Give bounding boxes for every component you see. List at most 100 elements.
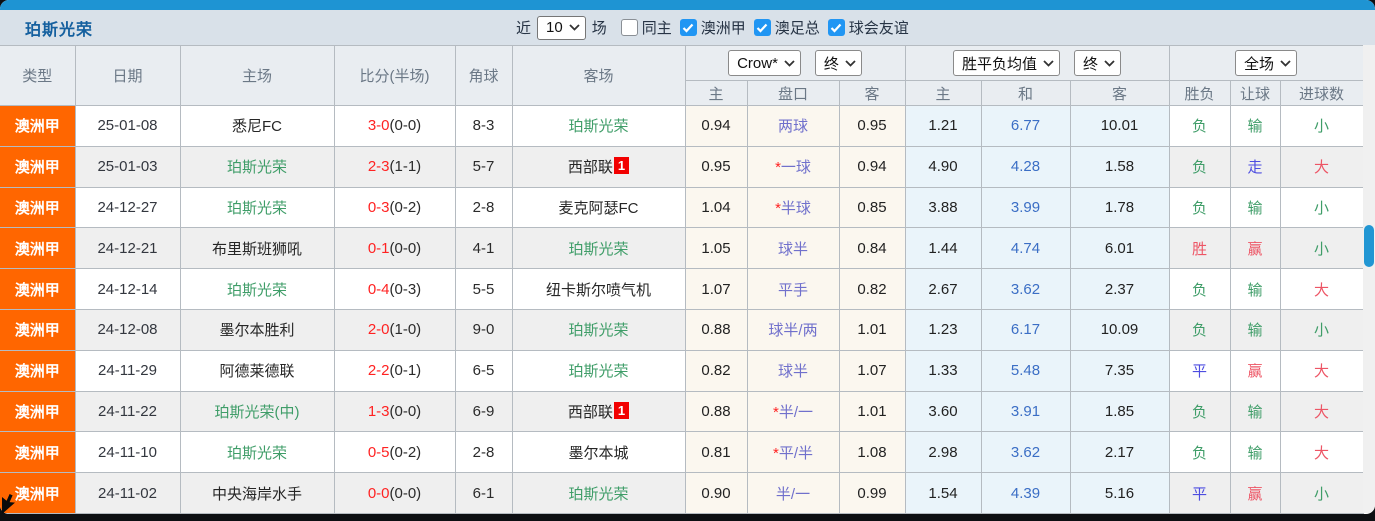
result-cell: 负: [1168, 268, 1231, 310]
league-ffacup-checkbox[interactable]: [753, 19, 771, 36]
odds-home-cell: 0.88: [684, 390, 748, 433]
sub-header-result: 胜负: [1168, 80, 1231, 106]
league-aleague-label: 澳洲甲: [700, 20, 746, 37]
score-cell: 3-0(0-0): [333, 105, 456, 147]
odds-group-header: Crow* 终: [684, 45, 906, 81]
league-friendly-checkbox[interactable]: [827, 19, 845, 36]
table-row: 澳洲甲 24-11-22 珀斯光荣(中) 1-3(0-0) 6-9 西部联 1 0…: [0, 390, 1364, 433]
avg-home-cell: 1.23: [904, 308, 982, 351]
corner-cell: 4-1: [454, 227, 513, 270]
odds-home-cell: 0.95: [684, 145, 748, 188]
corner-cell: 8-3: [454, 105, 513, 147]
avg-draw-cell: 6.17: [980, 308, 1071, 351]
avg-type-select[interactable]: 胜平负均值: [952, 50, 1060, 76]
date-cell: 24-12-08: [74, 308, 181, 351]
avg-draw-cell: 3.62: [980, 431, 1071, 474]
corner-cell: 6-1: [454, 472, 513, 514]
handicap-result-cell: 赢: [1229, 227, 1281, 270]
sub-header-odds-away: 客: [838, 80, 906, 106]
result-cell: 负: [1168, 431, 1231, 474]
score-cell: 0-3(0-2): [333, 186, 456, 229]
same-home-checkbox[interactable]: [620, 19, 638, 36]
handicap-result-cell: 输: [1229, 268, 1281, 310]
odds-away-cell: 1.01: [838, 308, 906, 351]
goals-result-cell: 大: [1279, 268, 1364, 310]
date-cell: 24-11-29: [74, 349, 181, 392]
avg-away-cell: 10.01: [1069, 105, 1170, 147]
odds-period-select[interactable]: 终: [814, 50, 862, 76]
corner-cell: 9-0: [454, 308, 513, 351]
avg-draw-cell: 3.62: [980, 268, 1071, 310]
team-title: 珀斯光荣: [25, 21, 94, 39]
date-cell: 24-12-27: [74, 186, 181, 229]
col-header-away: 客场: [511, 45, 686, 106]
avg-draw-cell: 5.48: [980, 349, 1071, 392]
odds-away-cell: 1.07: [838, 349, 906, 392]
bookmaker-select[interactable]: Crow*: [728, 50, 801, 76]
home-team-cell: 珀斯光荣: [179, 431, 335, 474]
handicap-result-cell: 输: [1229, 390, 1281, 433]
table-row: 澳洲甲 24-12-14 珀斯光荣 0-4(0-3) 5-5 纽卡斯尔喷气机 1…: [0, 268, 1364, 310]
home-team-cell: 中央海岸水手: [179, 472, 335, 514]
sub-header-odds-home: 主: [685, 80, 748, 106]
result-cell: 负: [1168, 145, 1231, 188]
chevron-down-icon: [1043, 59, 1054, 67]
handicap-result-cell: 输: [1229, 186, 1281, 229]
odds-away-cell: 0.99: [838, 472, 906, 514]
league-friendly-label: 球会友谊: [848, 20, 909, 37]
odds-away-cell: 0.82: [838, 268, 906, 310]
avg-away-cell: 2.37: [1069, 268, 1170, 310]
recent-count-select[interactable]: 10: [537, 15, 586, 40]
score-cell: 0-4(0-3): [333, 268, 456, 310]
avg-home-cell: 2.67: [904, 268, 982, 310]
avg-draw-cell: 6.77: [980, 105, 1071, 147]
avg-home-cell: 3.88: [904, 186, 982, 229]
avg-away-cell: 1.85: [1069, 390, 1170, 433]
col-header-score: 比分(半场): [333, 45, 456, 106]
table-row: 澳洲甲 24-12-21 布里斯班狮吼 0-1(0-0) 4-1 珀斯光荣 1.…: [0, 227, 1364, 270]
league-type-cell: 澳洲甲: [0, 349, 76, 392]
handicap-result-cell: 输: [1229, 105, 1281, 147]
avg-home-cell: 1.44: [904, 227, 982, 270]
score-cell: 0-5(0-2): [333, 431, 456, 474]
chevron-down-icon: [784, 59, 795, 67]
home-team-cell: 悉尼FC: [179, 105, 335, 147]
sub-header-avg-draw: 和: [980, 80, 1071, 106]
odds-home-cell: 0.82: [684, 349, 748, 392]
scope-select[interactable]: 全场: [1235, 50, 1298, 76]
handicap-cell: 球半/两: [746, 308, 840, 351]
handicap-result-cell: 输: [1229, 308, 1281, 351]
scrollbar-thumb[interactable]: [1364, 225, 1374, 267]
odds-away-cell: 0.95: [838, 105, 906, 147]
matches-table: 类型 日期 主场 比分(半场) 角球 客场 Crow*: [0, 45, 1364, 514]
avg-period-select[interactable]: 终: [1074, 50, 1122, 76]
result-cell: 负: [1168, 390, 1231, 433]
sub-header-goals: 进球数: [1279, 80, 1364, 106]
home-team-cell: 阿德莱德联: [179, 349, 335, 392]
away-team-cell: 珀斯光荣: [511, 227, 686, 270]
league-type-cell: 澳洲甲: [0, 186, 76, 229]
chevron-down-icon: [845, 59, 856, 67]
match-rows: 澳洲甲 25-01-08 悉尼FC 3-0(0-0) 8-3 珀斯光荣 0.94…: [0, 105, 1364, 514]
away-team-cell: 西部联 1: [511, 390, 686, 433]
avg-away-cell: 10.09: [1069, 308, 1170, 351]
odds-away-cell: 0.94: [838, 145, 906, 188]
check-icon: [830, 23, 842, 33]
table-row: 澳洲甲 24-11-02 中央海岸水手 0-0(0-0) 6-1 珀斯光荣 0.…: [0, 472, 1364, 514]
table-row: 澳洲甲 25-01-08 悉尼FC 3-0(0-0) 8-3 珀斯光荣 0.94…: [0, 105, 1364, 147]
goals-result-cell: 大: [1279, 145, 1364, 188]
date-cell: 24-11-22: [74, 390, 181, 433]
league-aleague-checkbox[interactable]: [679, 19, 697, 36]
odds-home-cell: 1.05: [684, 227, 748, 270]
score-cell: 2-2(0-1): [333, 349, 456, 392]
chevron-down-icon: [569, 24, 580, 31]
sub-header-avg-home: 主: [904, 80, 982, 106]
date-cell: 25-01-03: [74, 145, 181, 188]
date-cell: 24-11-10: [74, 431, 181, 474]
recent-label: 近: [516, 20, 532, 37]
avg-home-cell: 1.33: [904, 349, 982, 392]
handicap-result-cell: 走: [1229, 145, 1281, 188]
table-row: 澳洲甲 24-11-29 阿德莱德联 2-2(0-1) 6-5 珀斯光荣 0.8…: [0, 349, 1364, 392]
corner-cell: 6-9: [454, 390, 513, 433]
sub-header-handicap-result: 让球: [1229, 80, 1281, 106]
